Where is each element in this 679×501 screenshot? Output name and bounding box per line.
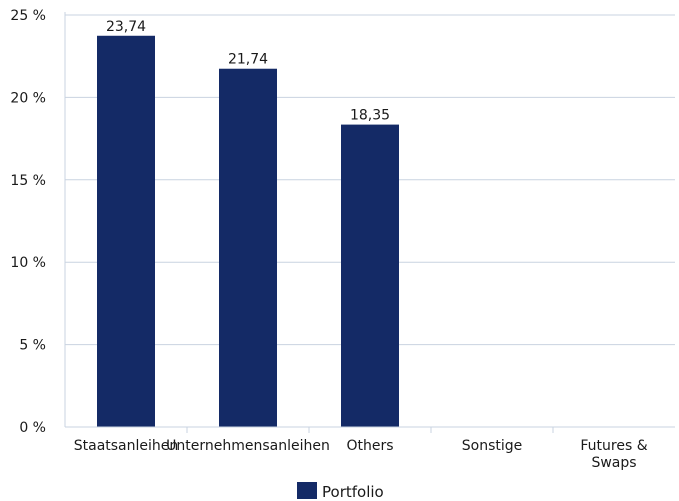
bar-2 <box>341 124 399 427</box>
bars <box>97 35 399 428</box>
bar-1 <box>219 68 277 428</box>
data-label-1: 21,74 <box>228 52 268 68</box>
y-axis-tick-labels: 0 % 5 % 10 % 15 % 20 % 25 % <box>10 8 46 436</box>
y-tick-label-5: 5 % <box>19 338 46 354</box>
x-category-label-1: Unternehmensanleihen <box>166 438 330 454</box>
y-tick-label-10: 10 % <box>10 255 46 271</box>
data-label-0: 23,74 <box>106 19 146 35</box>
data-label-2: 18,35 <box>350 108 390 124</box>
x-category-label-3: Sonstige <box>462 438 523 454</box>
y-tick-label-0: 0 % <box>19 420 46 436</box>
x-category-label-4-line-1: Swaps <box>591 455 636 471</box>
axes <box>64 12 675 433</box>
legend-label-portfolio: Portfolio <box>322 483 384 501</box>
y-tick-label-25: 25 % <box>10 8 46 24</box>
x-category-label-0: Staatsanleihen <box>74 438 179 454</box>
legend: Portfolio <box>297 482 384 501</box>
x-category-label-2: Others <box>346 438 393 454</box>
data-labels: 23,74 21,74 18,35 <box>106 19 390 124</box>
x-category-label-4-line-0: Futures & <box>580 438 647 454</box>
legend-swatch <box>297 482 317 499</box>
y-tick-label-15: 15 % <box>10 173 46 189</box>
bar-0 <box>97 35 155 427</box>
y-tick-label-20: 20 % <box>10 90 46 106</box>
